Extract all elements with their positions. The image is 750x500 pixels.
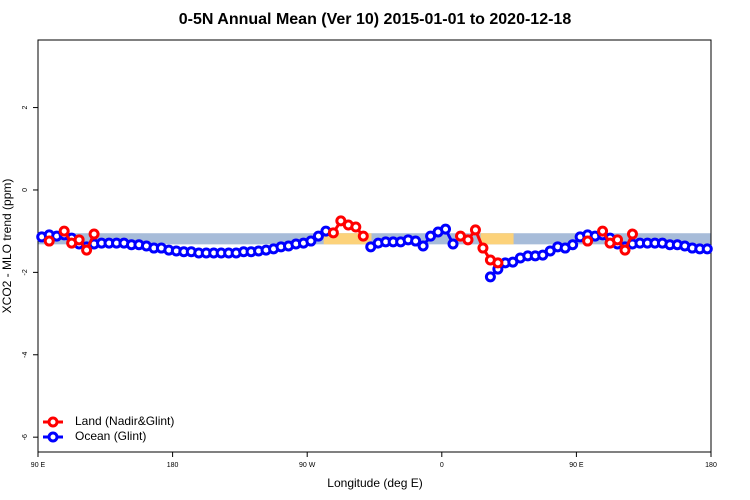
x-tick-label: 90 E (31, 462, 46, 469)
data-point (469, 224, 481, 236)
data-point (350, 221, 362, 233)
band-highlight (323, 233, 372, 245)
y-tick-label: 2 (22, 106, 29, 110)
data-point (484, 271, 496, 283)
data-point (417, 240, 429, 252)
legend-marker (47, 416, 59, 428)
data-point (701, 243, 713, 255)
data-point (462, 234, 474, 246)
data-point (410, 235, 422, 247)
x-tick-label: 180 (167, 462, 179, 469)
data-point (612, 234, 624, 246)
data-point (58, 225, 70, 237)
data-point (43, 235, 55, 247)
y-tick-label: -4 (22, 352, 29, 358)
data-point (312, 230, 324, 242)
x-tick-label: 90 W (299, 462, 316, 469)
data-point (447, 238, 459, 250)
legend-label: Land (Nadir&Glint) (75, 414, 174, 428)
chart-title: 0-5N Annual Mean (Ver 10) 2015-01-01 to … (179, 11, 572, 28)
data-point (327, 227, 339, 239)
legend-marker (47, 431, 59, 443)
data-point (305, 235, 317, 247)
data-point (440, 223, 452, 235)
y-axis-label: XCO2 - MLO trend (ppm) (0, 179, 14, 314)
y-tick-label: -6 (22, 434, 29, 440)
data-point (477, 242, 489, 254)
legend-label: Ocean (Glint) (75, 429, 146, 443)
y-tick-label: 0 (22, 188, 29, 192)
band-highlight (480, 233, 514, 245)
data-point (582, 235, 594, 247)
data-point (81, 244, 93, 256)
x-tick-label: 90 E (569, 462, 584, 469)
reference-band (38, 233, 711, 245)
data-point (88, 228, 100, 240)
data-point (492, 257, 504, 269)
data-point (626, 228, 638, 240)
x-axis-label: Longitude (deg E) (327, 476, 422, 490)
data-point (357, 230, 369, 242)
data-point (597, 225, 609, 237)
x-tick-label: 0 (440, 462, 444, 469)
data-point (567, 239, 579, 251)
y-tick-label: -2 (22, 269, 29, 275)
x-tick-label: 180 (705, 462, 717, 469)
data-point (73, 234, 85, 246)
data-point (619, 244, 631, 256)
